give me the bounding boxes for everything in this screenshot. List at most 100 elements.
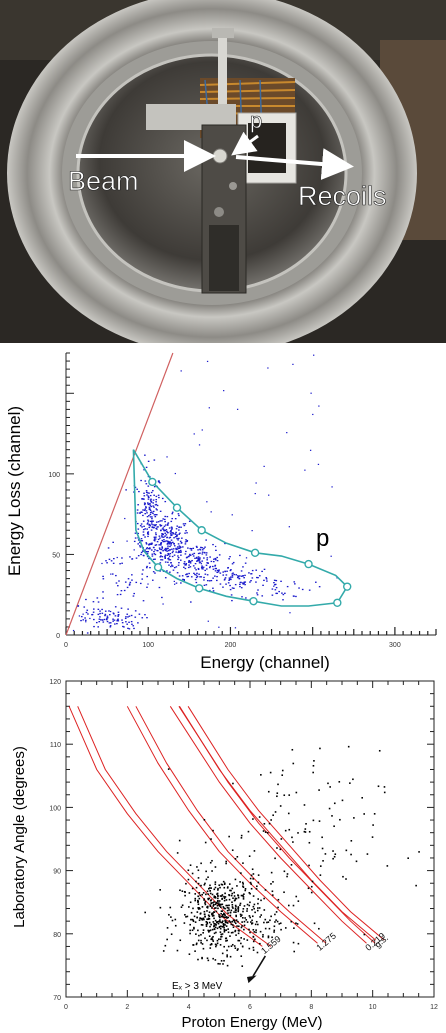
chart2-point	[222, 880, 225, 883]
chart2-point	[242, 883, 245, 885]
chart1-point	[317, 463, 320, 466]
chart2-point	[254, 911, 256, 914]
chart1-point	[167, 557, 170, 559]
chart1-point	[275, 579, 278, 582]
chart1-point	[146, 586, 148, 588]
chart1-point	[240, 570, 243, 572]
chart1-point	[284, 592, 286, 594]
chart2-point	[225, 925, 228, 927]
chart1-point	[210, 579, 213, 582]
chart2-point	[280, 838, 283, 840]
chart1-point	[196, 575, 199, 578]
chart2-point	[219, 916, 221, 919]
chart1-point	[116, 556, 118, 559]
chart1-point	[153, 494, 155, 496]
chart1-point	[245, 597, 247, 599]
chart1-point	[162, 533, 164, 535]
chart2-point	[200, 924, 203, 926]
chart1-point	[142, 528, 145, 531]
chart1-point	[196, 560, 198, 562]
chart1-point	[184, 541, 187, 543]
chart1-point	[145, 542, 148, 544]
chart1-point	[168, 537, 171, 539]
chart1-point	[199, 549, 202, 551]
chart2-point	[199, 913, 202, 915]
chart1-point	[294, 583, 296, 585]
chart1-point	[169, 559, 172, 561]
chart2-point	[217, 899, 219, 902]
chart2-point	[189, 864, 192, 867]
chart2-point	[287, 904, 290, 907]
chart1-point	[196, 546, 198, 549]
chart2-point	[162, 950, 165, 952]
chart1-point	[177, 547, 180, 549]
chart1-point	[147, 495, 150, 497]
chart2-point	[185, 916, 187, 918]
chart1-point	[263, 568, 266, 570]
chart1-point	[190, 601, 192, 603]
chart2-point	[328, 807, 331, 810]
chart1-point	[265, 578, 268, 580]
chart1-point	[154, 572, 156, 574]
chart2-point	[209, 905, 212, 908]
chart1-point	[244, 562, 247, 564]
chart2-point	[206, 906, 208, 908]
chart2-point	[207, 897, 209, 900]
chart2-point	[248, 947, 251, 950]
chart2-point	[377, 785, 380, 788]
chart1-point	[80, 619, 82, 622]
chart1-point	[153, 536, 156, 538]
chart1-point	[117, 611, 120, 613]
chart1-point	[195, 581, 198, 584]
chart2-point	[263, 897, 265, 900]
chart2-point	[292, 841, 294, 843]
chart2-point	[197, 899, 199, 902]
chart1-point	[127, 627, 129, 629]
chart1-point	[108, 614, 111, 616]
chart1-point	[138, 541, 141, 544]
chart2-point	[319, 865, 322, 867]
chart2-point	[311, 880, 314, 883]
chart1-point	[177, 556, 180, 559]
energy-loss-chart: Energy Loss (channel) Energy (channel) p…	[5, 352, 437, 672]
chart1-point	[130, 620, 133, 623]
chart1-point	[143, 509, 146, 512]
chart1-point	[208, 407, 210, 409]
chart2-point	[215, 910, 218, 913]
chart2-point	[212, 905, 215, 907]
chart1-point	[163, 540, 166, 543]
chart1-point	[203, 557, 205, 559]
chart2-point	[206, 921, 208, 924]
chart2-point	[208, 887, 211, 889]
chart1-point	[167, 541, 170, 543]
chart2-point	[242, 885, 244, 888]
chart1-point	[188, 520, 191, 522]
chart2-point	[267, 921, 270, 923]
chart2-point	[273, 929, 276, 932]
chart2-point	[262, 935, 264, 938]
chart2-point	[267, 790, 270, 793]
chart2-point	[167, 768, 170, 770]
chart2-point	[203, 918, 205, 921]
chart1-point	[184, 553, 187, 555]
chart1-point	[191, 559, 193, 562]
chart2-point	[231, 901, 233, 904]
chart2-point	[277, 906, 279, 909]
chart1-point	[229, 556, 231, 558]
chart1-point	[160, 529, 162, 532]
chart2-point	[210, 838, 212, 840]
chart1-point	[104, 613, 107, 616]
chart2-point	[270, 915, 272, 918]
chart1-point	[176, 535, 178, 538]
chart1-point	[178, 575, 181, 577]
chart1-point	[180, 526, 182, 528]
chart1-point	[104, 610, 107, 612]
chart2-point	[227, 907, 230, 909]
chart1-point	[172, 569, 175, 571]
chart1-point	[168, 543, 171, 545]
chart1-point	[147, 460, 150, 463]
chart2-point	[303, 804, 306, 806]
chart1-point	[170, 534, 173, 536]
chart1-point	[185, 530, 187, 532]
chart1-point	[188, 560, 190, 563]
